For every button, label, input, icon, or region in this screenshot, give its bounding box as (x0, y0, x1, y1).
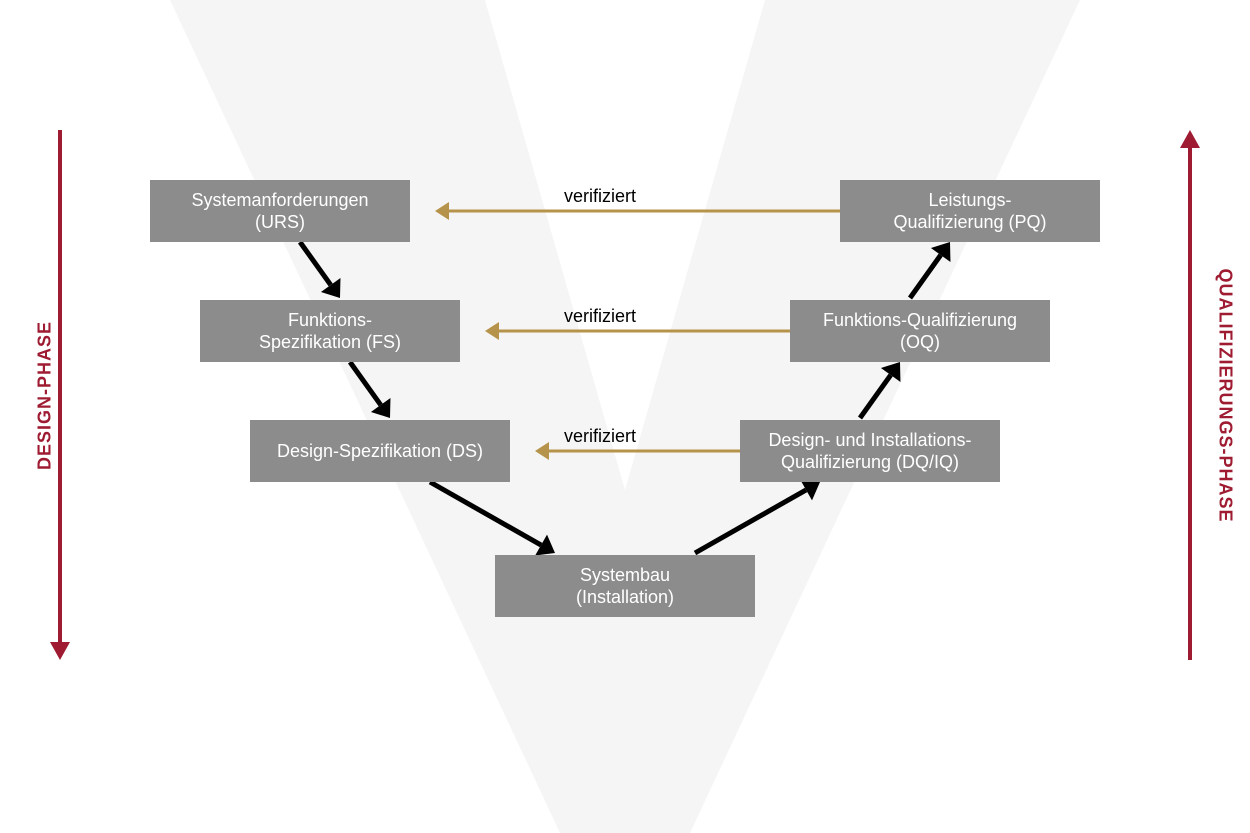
flow-arrow-inst-dqiq (695, 479, 820, 553)
phase-arrow-right (1180, 130, 1200, 660)
node-inst: Systembau (Installation) (495, 555, 755, 617)
node-fs-line1: Funktions- (288, 310, 372, 330)
node-inst-line2: (Installation) (576, 587, 674, 607)
node-pq-line2: Qualifizierung (PQ) (893, 212, 1046, 232)
node-dqiq-line2: Qualifizierung (DQ/IQ) (781, 452, 959, 472)
phase-label-qualification: QUALIFIZIERUNGS-PHASE (1215, 256, 1236, 536)
phase-label-design: DESIGN-PHASE (35, 296, 56, 496)
node-pq: Leistungs- Qualifizierung (PQ) (840, 180, 1100, 242)
flow-arrow-ds-inst (430, 482, 555, 556)
node-urs: Systemanforderungen (URS) (150, 180, 410, 242)
node-dqiq-line1: Design- und Installations- (768, 430, 971, 450)
node-ds-line1: Design-Spezifikation (DS) (277, 441, 483, 461)
verify-label-3: verifiziert (540, 426, 660, 447)
node-urs-line2: (URS) (255, 212, 305, 232)
node-oq-line2: (OQ) (900, 332, 940, 352)
node-ds: Design-Spezifikation (DS) (250, 420, 510, 482)
flow-arrow-fs-ds (350, 362, 390, 418)
verify-label-2: verifiziert (540, 306, 660, 327)
flow-arrow-dqiq-oq (860, 362, 900, 418)
bg-v-polygon (170, 0, 1080, 833)
node-fs-line2: Spezifikation (FS) (259, 332, 401, 352)
node-inst-line1: Systembau (580, 565, 670, 585)
flow-arrow-urs-fs (300, 242, 340, 298)
node-fs: Funktions- Spezifikation (FS) (200, 300, 460, 362)
node-pq-line1: Leistungs- (928, 190, 1011, 210)
node-oq-line1: Funktions-Qualifizierung (823, 310, 1017, 330)
node-oq: Funktions-Qualifizierung (OQ) (790, 300, 1050, 362)
background-v-shape (0, 0, 1250, 833)
arrows-overlay (0, 0, 1250, 833)
verify-label-1: verifiziert (540, 186, 660, 207)
flow-arrow-oq-pq (910, 242, 950, 298)
node-urs-line1: Systemanforderungen (191, 190, 368, 210)
node-dqiq: Design- und Installations- Qualifizierun… (740, 420, 1000, 482)
